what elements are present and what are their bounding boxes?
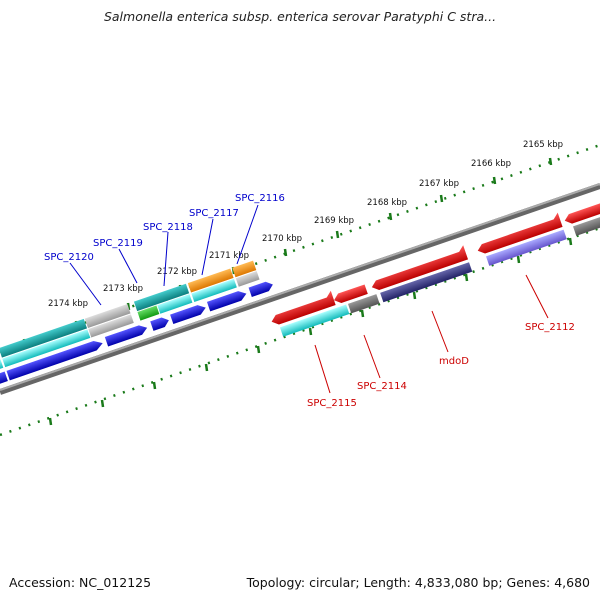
gene-feature	[104, 325, 148, 347]
ruler-tick	[283, 248, 288, 257]
gene-feature	[157, 294, 193, 314]
gene-feature	[564, 186, 600, 224]
gene-cluster-left	[0, 260, 273, 391]
gene-feature	[0, 371, 8, 391]
ruler-tick	[439, 194, 444, 203]
gene-feature	[380, 262, 473, 303]
ruler-tick	[48, 417, 53, 426]
gene-feature	[187, 268, 234, 293]
gene-label-spc-2116[interactable]: SPC_2116	[235, 193, 285, 204]
accession-text: Accession: NC_012125	[9, 575, 152, 590]
gene-label-spc-2114[interactable]: SPC_2114	[357, 381, 407, 392]
gene-feature	[191, 278, 237, 303]
gene-feature	[137, 305, 160, 321]
ruler-label: 2168 kbp	[367, 198, 407, 208]
gene-label-spc-2119[interactable]: SPC_2119	[93, 238, 143, 249]
gene-label-spc-2120[interactable]: SPC_2120	[44, 252, 94, 263]
genome-backbone-highlight	[0, 183, 600, 391]
ruler-tick	[308, 327, 313, 336]
ruler-tick	[100, 399, 105, 408]
ruler-label: 2173 kbp	[103, 284, 143, 294]
gene-feature	[0, 318, 88, 358]
gene-feature	[279, 304, 350, 337]
ruler-tick	[568, 237, 573, 246]
gene-feature	[88, 314, 134, 338]
gene-cluster-right	[271, 186, 600, 337]
gene-label-spc-2117[interactable]: SPC_2117	[189, 208, 239, 219]
gene-label-spc-2118[interactable]: SPC_2118	[143, 222, 193, 233]
ruler-tick	[464, 273, 469, 282]
ruler-ticks-lower	[48, 237, 573, 426]
ruler-tick	[335, 230, 340, 239]
gene-feature	[271, 290, 336, 325]
gene-feature	[84, 303, 131, 329]
gene-feature	[2, 329, 91, 368]
gene-feature	[477, 212, 563, 254]
gene-feature	[232, 260, 257, 278]
gene-feature	[170, 305, 206, 325]
ruler-label: 2167 kbp	[419, 179, 459, 189]
gene-label-mdod[interactable]: mdoD	[439, 356, 469, 367]
ruler-tick	[516, 255, 521, 264]
ruler-label: 2165 kbp	[523, 140, 563, 150]
gene-feature	[206, 291, 247, 312]
gene-labels-left: SPC_2120 SPC_2119 SPC_2118 SPC_2117 SPC_…	[44, 193, 285, 263]
gene-leaders-right	[314, 274, 549, 394]
gene-feature	[150, 317, 169, 331]
ruler-label: 2166 kbp	[471, 159, 511, 169]
ruler-tick	[152, 381, 157, 390]
ruler-label: 2171 kbp	[209, 251, 249, 261]
ruler-label: 2174 kbp	[48, 299, 88, 309]
genome-backbone	[0, 183, 600, 395]
ruler-tick	[388, 212, 393, 221]
gene-feature	[248, 281, 273, 298]
ruler-tick	[360, 309, 365, 318]
gene-feature	[6, 340, 103, 381]
gene-feature	[334, 284, 368, 304]
gene-labels-right: SPC_2115 SPC_2114 mdoD SPC_2112	[307, 322, 575, 409]
gene-feature	[133, 283, 190, 312]
map-title: Salmonella enterica subsp. enterica sero…	[103, 9, 497, 24]
ruler-label: 2170 kbp	[262, 234, 302, 244]
ruler-tick	[492, 176, 497, 185]
ruler-label: 2169 kbp	[314, 216, 354, 226]
ruler-labels: 2165 kbp 2166 kbp 2167 kbp 2168 kbp 2169…	[48, 140, 563, 309]
gene-feature	[235, 271, 260, 287]
gene-feature	[347, 294, 380, 314]
genome-summary-text: Topology: circular; Length: 4,833,080 bp…	[246, 575, 590, 590]
gene-label-spc-2112[interactable]: SPC_2112	[525, 322, 575, 333]
gene-leaders-left	[69, 204, 259, 306]
ruler-tick	[412, 291, 417, 300]
ruler-tick	[548, 157, 553, 166]
ruler-label: 2172 kbp	[157, 267, 197, 277]
ruler-tick	[204, 363, 209, 372]
ruler-tick	[256, 345, 261, 354]
gene-feature	[371, 245, 469, 290]
gene-feature	[486, 229, 567, 266]
gene-feature	[573, 197, 600, 236]
gene-label-spc-2115[interactable]: SPC_2115	[307, 398, 357, 409]
